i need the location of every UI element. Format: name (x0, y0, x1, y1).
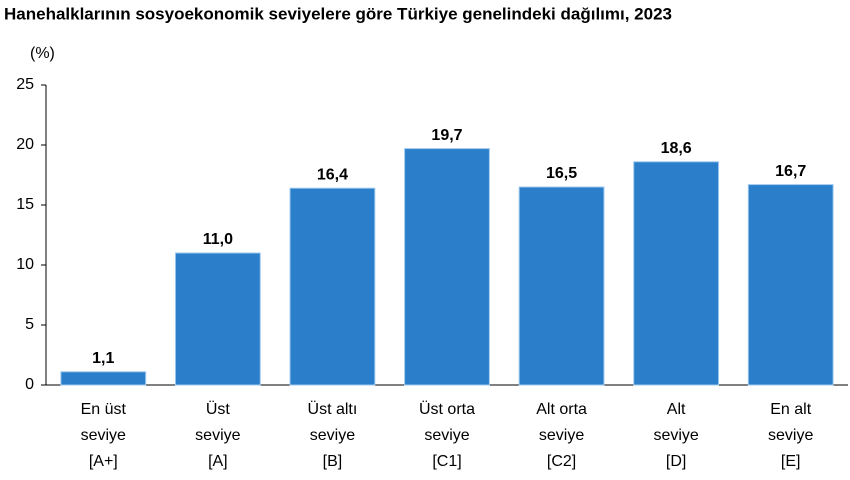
x-tick-label-line: seviye (81, 427, 126, 444)
y-tick-label: 10 (16, 256, 34, 273)
bar (289, 187, 376, 386)
y-tick-label: 25 (16, 76, 34, 93)
x-tick-label-line: seviye (539, 427, 584, 444)
x-tick-label: Alt seviye [D] (653, 401, 698, 470)
x-tick-label-line: [D] (666, 453, 686, 470)
y-tick-label: 5 (25, 316, 34, 333)
x-tick-label-line: seviye (768, 427, 813, 444)
value-label: 1,1 (92, 350, 114, 367)
x-tick-label-line: Alt orta (536, 401, 587, 418)
y-tick-label: 15 (16, 196, 34, 213)
value-label: 16,5 (546, 165, 577, 182)
chart-title: Hanehalklarının sosyoekonomik seviyelere… (4, 4, 672, 23)
y-tick-label: 0 (25, 376, 34, 393)
value-label: 18,6 (661, 140, 692, 157)
bar (747, 184, 834, 386)
value-label: 16,7 (775, 163, 806, 180)
x-tick-label-line: [A] (208, 453, 228, 470)
y-tick-label: 20 (16, 136, 34, 153)
x-tick-label-line: [A+] (89, 453, 118, 470)
x-tick-label: Üst altı seviye [B] (308, 400, 358, 470)
value-label: 11,0 (203, 231, 233, 248)
bar (633, 161, 720, 386)
x-tick-label-line: En üst (81, 401, 127, 418)
y-axis-label: (%) (30, 45, 55, 62)
x-tick-label-line: seviye (424, 427, 469, 444)
x-tick-label: En alt seviye [E] (768, 401, 813, 470)
value-label: 19,7 (431, 127, 462, 144)
x-tick-label-line: seviye (310, 427, 355, 444)
x-tick-label: Üst seviye [A] (195, 400, 240, 470)
x-tick-label-line: Üst altı (308, 400, 358, 418)
x-tick-label-line: [C1] (432, 453, 461, 470)
x-tick-label-line: Üst (206, 400, 231, 418)
x-tick-label-line: [B] (323, 453, 343, 470)
x-tick-label-line: seviye (195, 427, 240, 444)
x-tick-label-line: Üst orta (419, 400, 475, 418)
bar (60, 371, 147, 386)
x-tick-label-line: En alt (770, 401, 811, 418)
x-tick-label-line: Alt (667, 401, 686, 418)
bar (518, 186, 605, 386)
x-tick-label-line: seviye (653, 427, 698, 444)
x-tick-label-line: [E] (781, 453, 801, 470)
x-tick-label: Üst orta seviye [C1] (419, 400, 475, 470)
x-tick-label-line: [C2] (547, 453, 576, 470)
bar (404, 148, 490, 386)
x-tick-label: Alt orta seviye [C2] (536, 401, 587, 470)
bar (174, 252, 261, 386)
value-label: 16,4 (317, 166, 348, 183)
x-tick-label: En üst seviye [A+] (81, 401, 127, 470)
